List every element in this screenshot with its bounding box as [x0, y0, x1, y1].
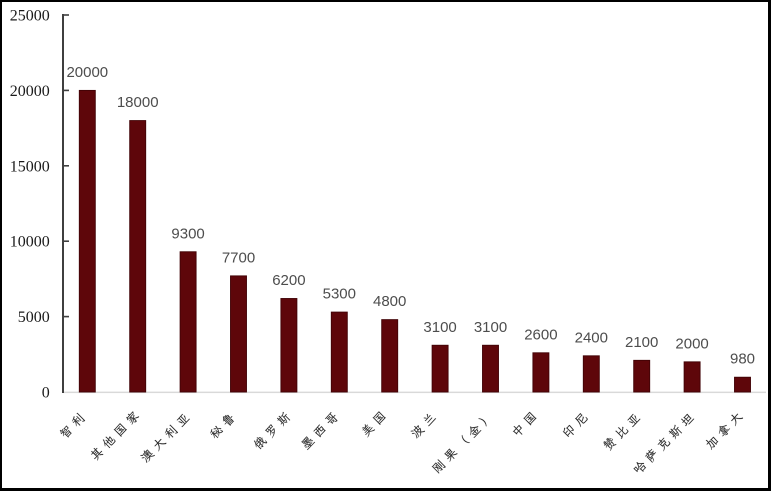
- svg-text:2600: 2600: [524, 326, 557, 343]
- svg-text:2100: 2100: [625, 334, 658, 351]
- svg-text:7700: 7700: [222, 249, 255, 266]
- svg-text:3100: 3100: [423, 319, 456, 336]
- svg-text:2400: 2400: [575, 329, 608, 346]
- svg-text:2000: 2000: [675, 335, 708, 352]
- svg-text:18000: 18000: [117, 94, 159, 111]
- svg-text:4800: 4800: [373, 293, 406, 310]
- svg-text:25000: 25000: [10, 8, 50, 25]
- svg-text:10000: 10000: [10, 234, 50, 251]
- svg-text:0: 0: [42, 385, 50, 402]
- svg-text:6200: 6200: [272, 272, 305, 289]
- svg-text:15000: 15000: [10, 158, 50, 175]
- svg-text:5000: 5000: [18, 309, 50, 326]
- svg-text:9300: 9300: [171, 225, 204, 242]
- svg-text:980: 980: [730, 351, 755, 368]
- svg-text:5300: 5300: [323, 286, 356, 303]
- svg-text:20000: 20000: [10, 83, 50, 100]
- svg-text:20000: 20000: [66, 64, 108, 81]
- svg-text:3100: 3100: [474, 319, 507, 336]
